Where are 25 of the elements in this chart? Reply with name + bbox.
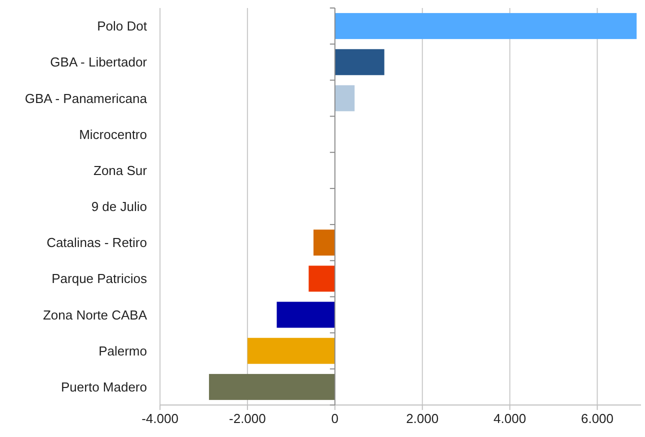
- x-tick-label: 2.000: [406, 411, 439, 426]
- y-tick-label: GBA - Libertador: [50, 54, 148, 70]
- bar: [313, 230, 335, 256]
- bar: [247, 338, 335, 364]
- y-tick-label: Zona Norte CABA: [42, 307, 148, 322]
- y-tick-label: Parque Patricios: [52, 271, 148, 286]
- bar: [276, 302, 335, 328]
- y-tick-label: GBA - Panamericana: [24, 90, 148, 106]
- x-tick-label: 6.000: [581, 411, 614, 426]
- y-tick-label: Zona Sur: [94, 162, 148, 178]
- x-tick-label: 4.000: [494, 411, 526, 426]
- bar: [334, 49, 384, 76]
- x-tick-label: 0: [331, 411, 339, 426]
- y-tick-label: Polo Dot: [97, 18, 148, 34]
- x-tick-label: -4.000: [142, 411, 178, 426]
- y-tick-label: Catalinas - Retiro: [46, 235, 147, 250]
- bar: [334, 13, 637, 40]
- x-tick-label: -2.000: [229, 411, 266, 426]
- y-tick-label: Palermo: [98, 343, 147, 358]
- y-tick-label: Puerto Madero: [61, 380, 147, 395]
- bar: [308, 266, 335, 292]
- y-tick-label: Microcentro: [79, 126, 147, 142]
- bar: [208, 374, 335, 400]
- y-tick-label: 9 de Julio: [91, 199, 147, 214]
- bar: [334, 85, 355, 112]
